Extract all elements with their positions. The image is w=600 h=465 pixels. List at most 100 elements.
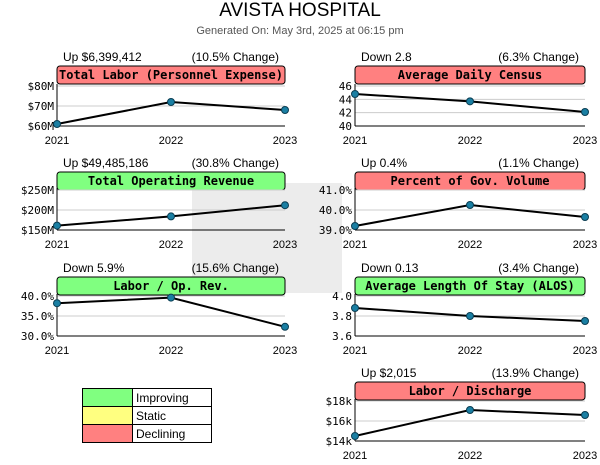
x-tick-label: 2023 [273, 135, 297, 147]
y-tick-label: 41.0% [319, 184, 352, 197]
chart-title: Average Daily Census [398, 68, 543, 82]
y-tick-label: 30.0% [21, 330, 54, 343]
legend-row-declining: Declining [82, 424, 212, 443]
data-point [581, 108, 589, 116]
data-point [281, 106, 289, 114]
y-tick-label: $200M [21, 204, 54, 217]
data-point [167, 293, 175, 302]
x-tick-label: 2022 [458, 450, 482, 462]
x-tick-label: 2023 [573, 345, 597, 357]
y-tick-label: 3.8 [332, 310, 352, 323]
percent-change: (6.3% Change) [498, 50, 579, 64]
legend-swatch-static [82, 406, 133, 425]
data-point [281, 322, 289, 331]
data-point [167, 212, 175, 221]
percent-change: (15.6% Change) [192, 261, 279, 275]
legend-swatch-declining [82, 424, 133, 443]
legend-label-improving: Improving [132, 388, 212, 407]
percent-change: (13.9% Change) [492, 366, 579, 380]
chart-title: Labor / Op. Rev. [113, 279, 229, 293]
page-title: AVISTA HOSPITAL [219, 0, 381, 21]
data-point [351, 90, 359, 98]
y-tick-label: $80M [28, 80, 55, 93]
data-point [167, 98, 175, 106]
x-tick-label: 2023 [273, 345, 297, 357]
x-tick-label: 2023 [573, 135, 597, 147]
legend-row-improving: Improving [82, 388, 212, 407]
x-tick-label: 2023 [573, 450, 597, 462]
x-tick-label: 2021 [45, 239, 69, 251]
percent-change: (3.4% Change) [498, 261, 579, 275]
y-tick-label: 35.0% [21, 310, 54, 323]
chart-title: Average Length Of Stay (ALOS) [365, 279, 575, 293]
x-tick-label: 2023 [573, 239, 597, 251]
y-tick-label: 46 [339, 80, 352, 93]
y-tick-label: $60M [28, 120, 55, 133]
kpi-chart-3: Up $49,485,186 (30.8% Change) Total Operat… [21, 156, 297, 251]
series-line [56, 296, 286, 328]
status-legend: Improving Static Declining [82, 388, 212, 443]
x-tick-label: 2021 [45, 345, 69, 357]
change-value: Down 2.8 [361, 50, 412, 64]
data-point [581, 411, 589, 419]
data-point [466, 312, 474, 320]
y-tick-label: 42 [339, 107, 352, 120]
data-point [351, 222, 359, 230]
x-tick-label: 2021 [45, 135, 69, 147]
percent-change: (10.5% Change) [192, 50, 279, 64]
change-value: Down 0.13 [361, 261, 419, 275]
kpi-chart-4: Up 0.4% (1.1% Change) Percent of Gov. Volu… [319, 156, 597, 251]
legend-label-declining: Declining [132, 424, 212, 443]
chart-title: Total Labor (Personnel Expense) [59, 68, 283, 82]
y-tick-label: $250M [21, 184, 54, 197]
data-point [581, 317, 589, 325]
change-value: Up $2,015 [361, 366, 417, 380]
legend-label-static: Static [132, 406, 212, 425]
x-tick-label: 2022 [159, 135, 183, 147]
data-point [281, 201, 289, 210]
x-tick-label: 2022 [458, 135, 482, 147]
chart-title: Labor / Discharge [409, 384, 532, 398]
data-point [466, 201, 474, 209]
data-point [351, 432, 359, 440]
x-tick-label: 2022 [458, 239, 482, 251]
change-value: Up $49,485,186 [63, 156, 149, 170]
x-tick-label: 2022 [159, 239, 183, 251]
x-tick-label: 2021 [343, 135, 367, 147]
y-tick-label: 40 [339, 120, 352, 133]
chart-title: Percent of Gov. Volume [391, 174, 550, 188]
x-tick-label: 2022 [159, 345, 183, 357]
change-value: Up 0.4% [361, 156, 407, 170]
x-tick-label: 2021 [343, 450, 367, 462]
generated-timestamp: Generated On: May 3rd, 2025 at 06:15 pm [196, 25, 404, 37]
percent-change: (30.8% Change) [192, 156, 279, 170]
y-tick-label: 40.0% [319, 204, 352, 217]
y-tick-label: $18k [326, 395, 353, 408]
x-tick-label: 2022 [458, 345, 482, 357]
data-point [581, 213, 589, 221]
kpi-chart-2: Down 2.8 (6.3% Change) Average Daily Censu… [339, 50, 597, 147]
y-tick-label: 44 [339, 93, 353, 106]
y-tick-label: $14k [326, 435, 353, 448]
data-point [351, 304, 359, 312]
chart-title: Total Operating Revenue [88, 174, 254, 188]
kpi-chart-7: Up $2,015 (13.9% Change) Labor / Discharge… [326, 366, 598, 462]
y-tick-label: $150M [21, 224, 54, 237]
y-tick-label: $70M [28, 100, 55, 113]
chart-title-banner [354, 276, 586, 296]
kpi-chart-5: Down 5.9% (15.6% Change) Labor / Op. Rev. 3… [21, 261, 297, 357]
data-point [53, 299, 61, 308]
kpi-chart-1: Up $6,399,412 (10.5% Change) Total Labor (… [28, 50, 298, 147]
background-watermark [192, 183, 342, 293]
change-value: Up $6,399,412 [63, 50, 142, 64]
x-tick-label: 2023 [273, 239, 297, 251]
kpi-chart-6: Down 0.13 (3.4% Change) Average Length Of … [332, 261, 597, 357]
data-point [466, 406, 474, 414]
chart-title-banner [354, 65, 586, 85]
y-tick-label: 4.0 [332, 290, 352, 303]
data-point [466, 97, 474, 106]
percent-change: (1.1% Change) [498, 156, 579, 170]
chart-title-banner [56, 65, 286, 85]
chart-title-banner [354, 381, 586, 401]
legend-row-static: Static [82, 406, 212, 425]
